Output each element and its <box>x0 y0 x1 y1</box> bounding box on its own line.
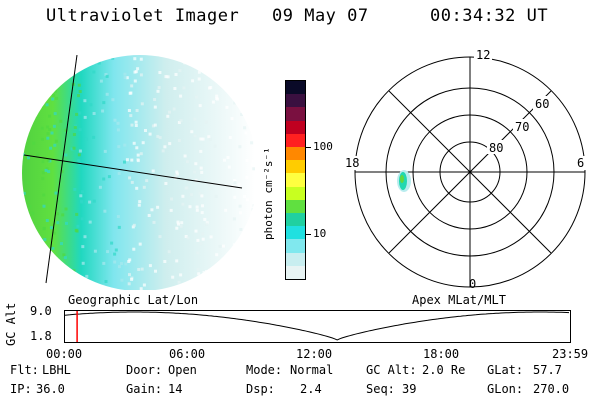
colorbar-band-0 <box>286 81 305 95</box>
colorbar-band-1 <box>286 94 305 108</box>
colorbar-label-100: 100 <box>313 140 333 153</box>
info-glon-key: GLon: <box>487 382 524 396</box>
info-mode-key: Mode: <box>246 363 283 377</box>
orbit-xtick-2359: 23:59 <box>552 347 589 361</box>
polar-panel-caption: Apex MLat/MLT <box>412 293 506 307</box>
orbit-xtick-0000: 00:00 <box>46 347 83 361</box>
date-label: 09 May 07 <box>272 6 369 26</box>
mlt-label-0: 0 <box>469 277 476 291</box>
polar-mlt-plot: 12 18 6 0 60 70 80 <box>343 48 589 291</box>
orbit-xtick-1200: 12:00 <box>296 347 333 361</box>
orbit-y-axis-label: GC Alt <box>4 302 18 346</box>
orbit-ytick-high: 9.0 <box>30 304 52 318</box>
info-gain-value: 14 <box>168 382 183 396</box>
colorbar-band-4 <box>286 133 305 148</box>
colorbar-tick-100 <box>306 147 311 148</box>
info-flt-key: Flt: <box>10 363 39 377</box>
polar-aurora-patch <box>397 170 411 192</box>
lat-label-70: 70 <box>515 120 529 134</box>
info-flt-value: LBHL <box>42 363 71 377</box>
orbit-xtick-1800: 18:00 <box>423 347 460 361</box>
colorbar-band-9 <box>286 199 305 214</box>
info-dsp-key: Dsp: <box>246 382 275 396</box>
geo-panel-caption: Geographic Lat/Lon <box>68 293 199 307</box>
colorbar-band-8 <box>286 186 305 200</box>
latitude-line <box>23 154 243 189</box>
polar-diagonal-2 <box>388 90 552 254</box>
orbit-ytick-low: 1.8 <box>30 329 52 343</box>
info-door-value: Open <box>168 363 197 377</box>
info-glat-value: 57.7 <box>533 363 562 377</box>
colorbar-unit-label: photon cm⁻²s⁻¹ <box>262 147 275 240</box>
mlt-label-12: 12 <box>476 48 490 62</box>
colorbar-band-5 <box>286 147 305 161</box>
info-gcalt-value: 2.0 Re <box>422 363 466 377</box>
mlt-label-18: 18 <box>345 156 359 170</box>
colorbar-band-14 <box>286 265 305 280</box>
info-dsp-value: 2.4 <box>300 382 322 396</box>
info-ip-value: 36.0 <box>36 382 65 396</box>
info-gcalt-key: GC Alt: <box>366 363 417 377</box>
info-seq-value: 39 <box>402 382 417 396</box>
info-glat-key: GLat: <box>487 363 524 377</box>
colorbar-scale <box>285 80 306 280</box>
instrument-title: Ultraviolet Imager <box>46 6 240 26</box>
geographic-image-panel <box>22 55 255 290</box>
colorbar-band-12 <box>286 239 305 253</box>
colorbar-band-10 <box>286 213 305 227</box>
info-gain-key: Gain: <box>126 382 163 396</box>
mlt-label-6: 6 <box>577 156 584 170</box>
info-mode-value: Normal <box>290 363 334 377</box>
info-ip-key: IP: <box>10 382 32 396</box>
info-door-key: Door: <box>126 363 163 377</box>
colorbar-band-2 <box>286 107 305 121</box>
colorbar-band-11 <box>286 226 305 240</box>
colorbar-band-7 <box>286 173 305 187</box>
orbit-altitude-curve <box>64 311 570 341</box>
colorbar-band-13 <box>286 252 305 266</box>
info-glon-value: 270.0 <box>533 382 570 396</box>
orbit-plot-frame <box>64 310 571 343</box>
info-seq-key: Seq: <box>366 382 395 396</box>
lat-label-60: 60 <box>535 97 549 111</box>
orbit-xtick-0600: 06:00 <box>169 347 206 361</box>
colorbar-label-10: 10 <box>313 227 327 240</box>
time-label: 00:34:32 UT <box>430 6 549 26</box>
lat-label-80: 80 <box>489 141 503 155</box>
colorbar-tick-10 <box>306 234 311 235</box>
longitude-line <box>45 55 78 284</box>
colorbar-band-3 <box>286 120 305 134</box>
colorbar-band-6 <box>286 160 305 174</box>
